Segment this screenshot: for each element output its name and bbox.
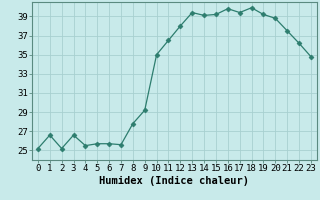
X-axis label: Humidex (Indice chaleur): Humidex (Indice chaleur)	[100, 176, 249, 186]
